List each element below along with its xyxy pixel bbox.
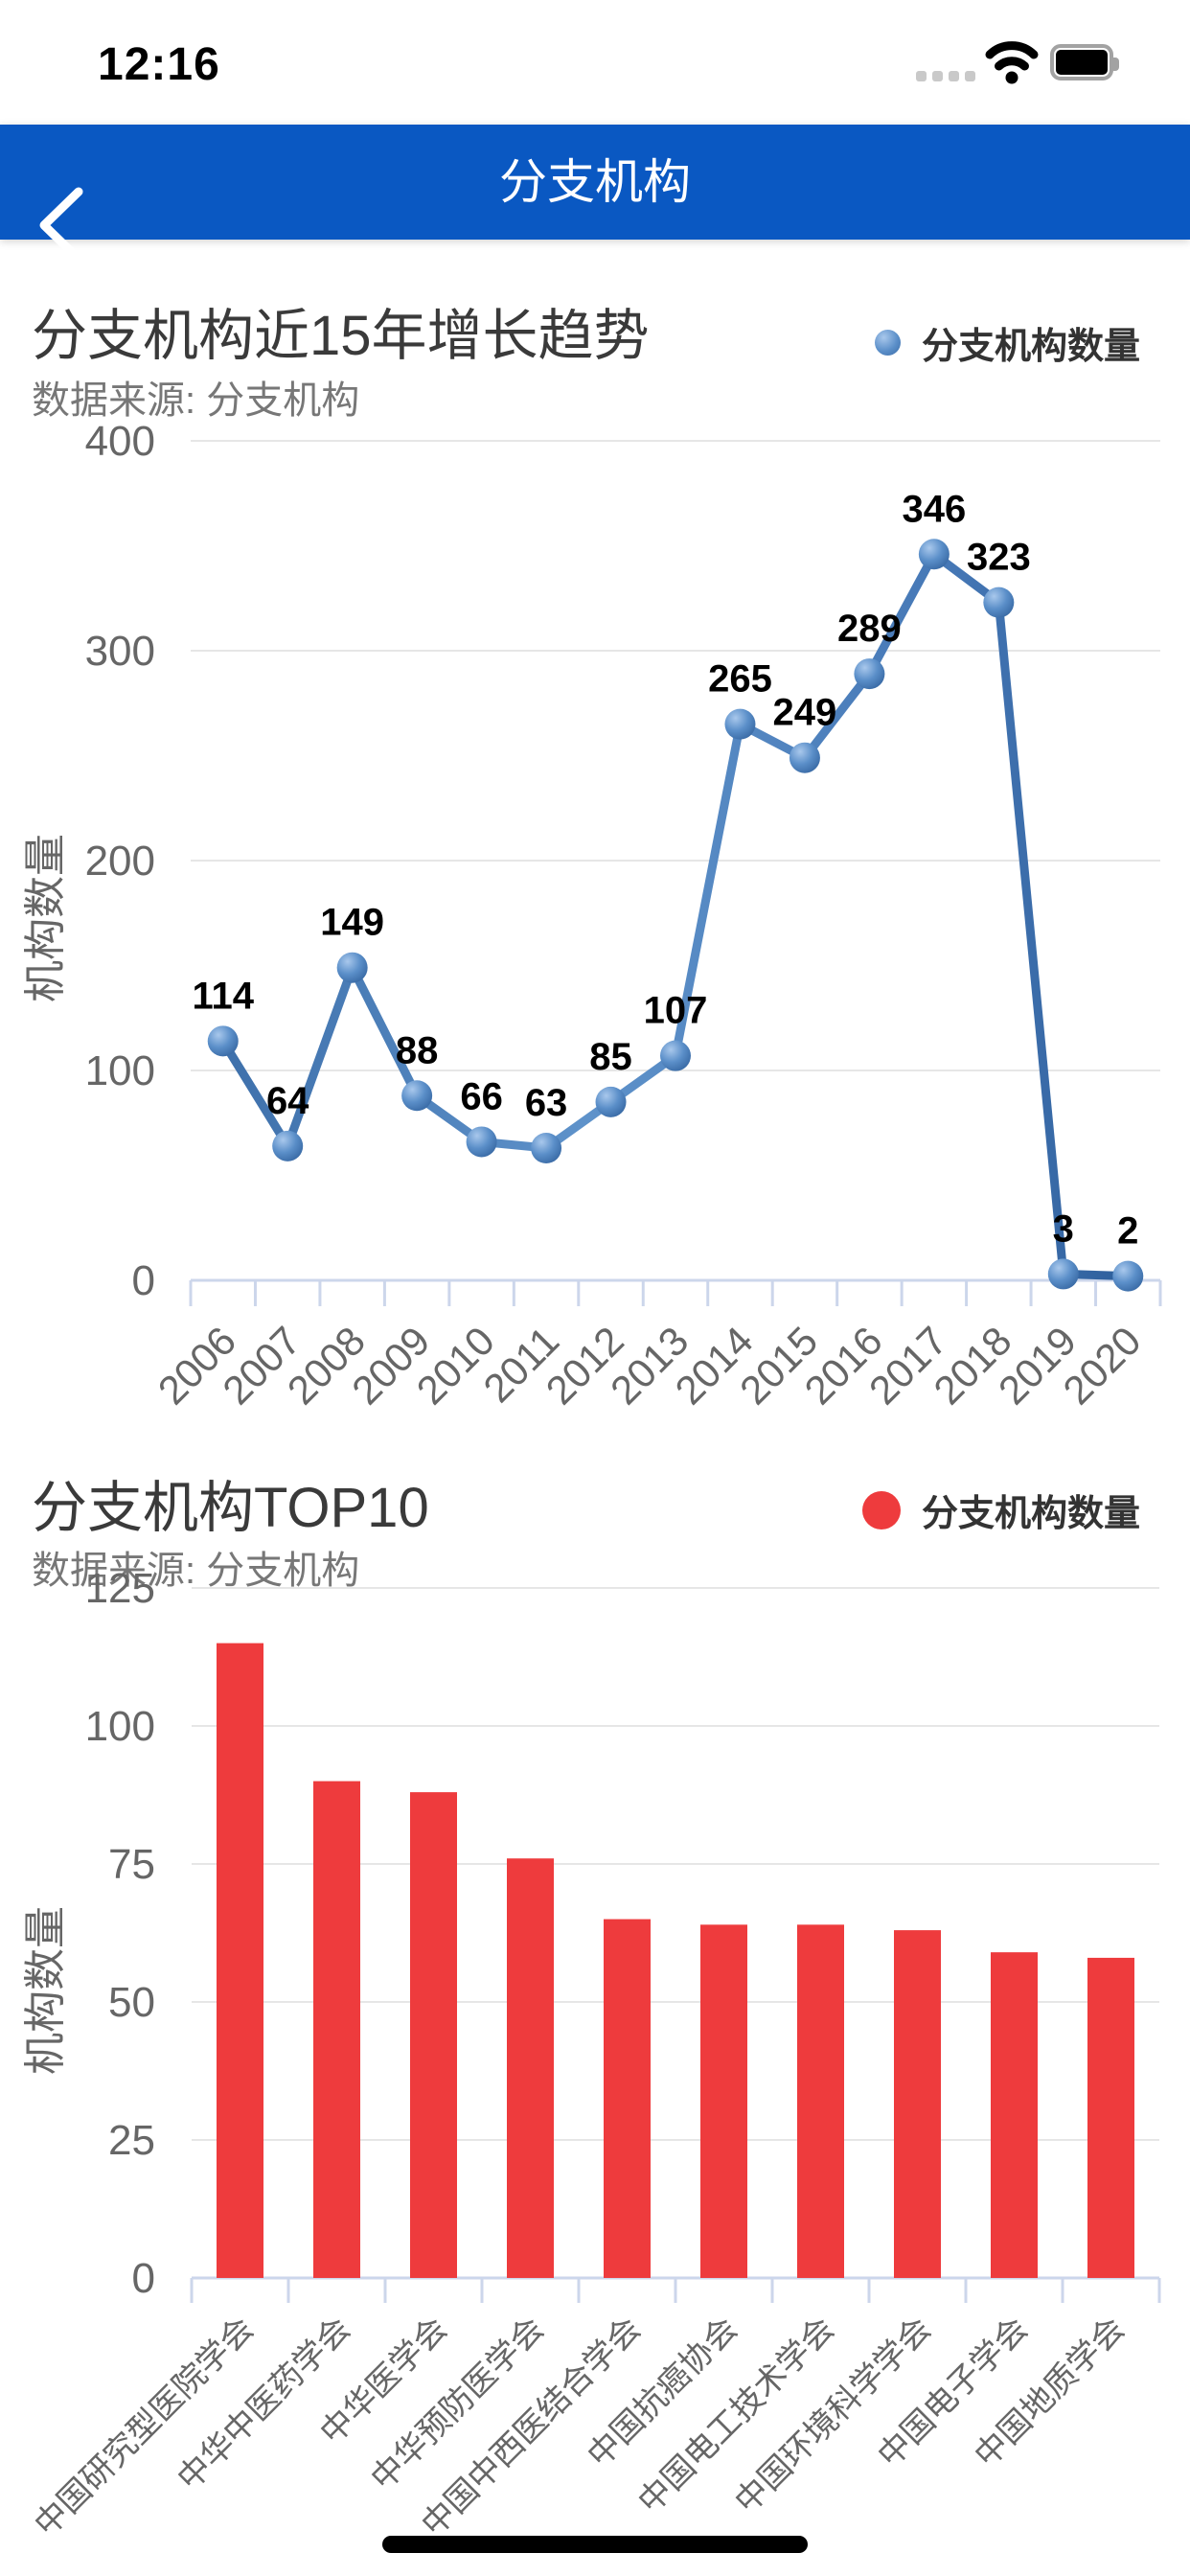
x-axis-label: 中华中医药学会 [171,2311,357,2497]
legend-marker-icon [874,330,901,356]
data-label: 114 [192,975,254,1017]
bar[interactable] [410,1792,457,2278]
chart2-title: 分支机构TOP10 [32,1477,429,1539]
status-bar: 12:16 [0,0,1190,125]
y-axis-label: 100 [85,1047,155,1094]
chart2-subtitle: 数据来源: 分支机构 [32,1550,360,1592]
bar[interactable] [313,1781,360,2278]
data-label: 2 [1117,1210,1138,1253]
data-label: 107 [644,990,708,1032]
data-label: 289 [837,608,902,650]
bar[interactable] [1087,1957,1134,2278]
bar[interactable] [991,1952,1038,2278]
back-button[interactable] [29,134,134,264]
y-axis-label: 0 [132,2255,155,2302]
bar[interactable] [797,1924,844,2278]
line-data-point[interactable] [336,952,368,983]
chart1-title: 分支机构近15年增长趋势 [32,305,650,367]
data-label: 249 [773,692,837,734]
legend-label: 分支机构数量 [921,327,1140,367]
line-data-point[interactable] [918,539,950,570]
line-data-point[interactable] [466,1126,497,1158]
data-label: 346 [902,488,966,530]
line-data-point[interactable] [660,1040,691,1071]
data-label: 3 [1053,1208,1074,1250]
legend-marker-icon [861,1490,901,1530]
y-axis-label: 25 [108,2117,155,2164]
line-data-point[interactable] [207,1025,239,1057]
y-axis-title: 机构数量 [22,1906,69,2075]
page-title: 分支机构 [499,155,691,209]
line-data-point[interactable] [595,1086,627,1117]
line-data-point[interactable] [272,1130,304,1162]
legend-label: 分支机构数量 [921,1494,1140,1534]
home-indicator[interactable] [382,2536,808,2553]
y-axis-label: 400 [85,422,155,465]
data-label: 64 [266,1080,309,1122]
data-label: 88 [396,1029,439,1071]
trend-line-chart[interactable]: 0100200300400200620072008200920102011201… [0,422,1190,1452]
nav-bar: 分支机构 [0,125,1190,264]
y-axis-label: 75 [108,1841,155,1888]
chart1-legend-item[interactable]: 分支机构数量 [874,316,1140,369]
line-data-point[interactable] [401,1080,433,1112]
data-label: 66 [460,1075,503,1117]
line-data-point[interactable] [983,586,1015,618]
data-label: 63 [525,1082,568,1124]
clock-label: 12:16 [98,39,220,90]
wifi-icon [985,41,1039,84]
y-axis-label: 125 [85,1572,155,1612]
line-data-point[interactable] [724,708,756,740]
bar[interactable] [894,1930,941,2278]
data-label: 323 [967,537,1031,579]
line-data-point[interactable] [789,742,820,773]
line-data-point[interactable] [531,1133,562,1164]
line-data-point[interactable] [1047,1258,1079,1290]
battery-icon [1050,44,1119,80]
data-label: 149 [320,902,384,944]
top10-bar-chart[interactable]: 0255075100125中国研究型医院学会中华中医药学会中华医学会中华预防医学… [0,1572,1190,2576]
y-axis-label: 200 [85,838,155,885]
chart1-subtitle: 数据来源: 分支机构 [32,380,360,422]
y-axis-label: 300 [85,628,155,675]
line-data-point[interactable] [854,658,885,690]
bar[interactable] [604,1919,651,2278]
line-data-point[interactable] [1112,1260,1144,1292]
y-axis-label: 50 [108,1979,155,2026]
y-axis-title: 机构数量 [22,834,69,1002]
data-label: 265 [708,658,772,701]
y-axis-label: 0 [132,1257,155,1304]
x-axis-label: 中华预防医学会 [364,2311,551,2497]
y-axis-label: 100 [85,1703,155,1750]
back-chevron-icon [39,187,83,264]
bar[interactable] [700,1924,747,2278]
cellular-signal-icon [916,71,975,81]
chart2-legend-item[interactable]: 分支机构数量 [861,1484,1140,1536]
bar[interactable] [217,1643,263,2278]
bar[interactable] [507,1858,554,2278]
data-label: 85 [589,1036,632,1078]
